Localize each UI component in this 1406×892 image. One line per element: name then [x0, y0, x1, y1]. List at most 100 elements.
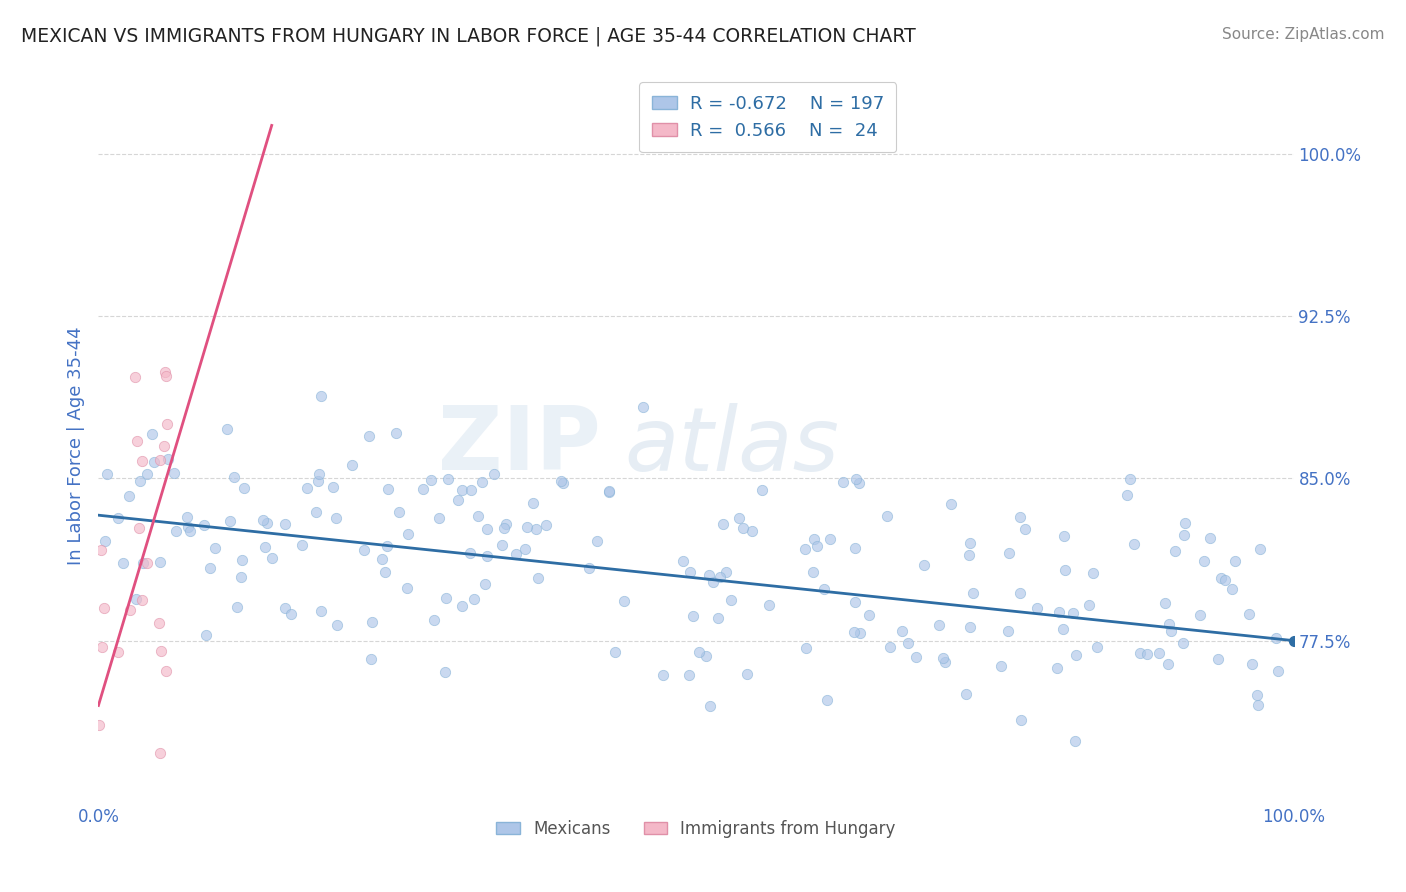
Point: [371, 552, 394, 566]
Point: [90, 543, 112, 558]
Point: [433, 665, 456, 680]
Point: [325, 511, 347, 525]
Point: [848, 476, 870, 491]
Point: [135, 556, 157, 570]
Point: [156, 417, 179, 432]
Point: [534, 517, 557, 532]
Point: [388, 505, 411, 519]
Point: [492, 521, 515, 535]
Point: [527, 571, 550, 585]
Point: [458, 546, 481, 560]
Point: [651, 668, 673, 682]
Point: [1213, 573, 1236, 587]
Point: [231, 552, 253, 566]
Point: [1171, 636, 1194, 650]
Point: [1192, 554, 1215, 568]
Point: [451, 483, 474, 497]
Point: [260, 551, 283, 566]
Point: [359, 429, 381, 443]
Point: [682, 608, 704, 623]
Point: [233, 481, 256, 495]
Point: [714, 565, 737, 579]
Point: [1163, 544, 1185, 558]
Point: [1122, 536, 1144, 550]
Point: [997, 624, 1019, 638]
Point: [141, 426, 163, 441]
Point: [796, 640, 818, 655]
Point: [252, 513, 274, 527]
Point: [598, 485, 620, 500]
Point: [699, 698, 721, 713]
Point: [131, 454, 153, 468]
Point: [1267, 665, 1289, 679]
Point: [613, 594, 636, 608]
Point: [934, 655, 956, 669]
Point: [1047, 606, 1070, 620]
Point: [155, 369, 177, 384]
Point: [550, 475, 572, 489]
Point: [735, 667, 758, 681]
Y-axis label: In Labor Force | Age 35-44: In Labor Force | Age 35-44: [66, 326, 84, 566]
Point: [136, 467, 159, 481]
Text: atlas: atlas: [624, 403, 839, 489]
Point: [818, 532, 841, 546]
Point: [149, 555, 172, 569]
Point: [679, 565, 702, 579]
Point: [702, 574, 724, 589]
Point: [124, 845, 146, 859]
Point: [149, 746, 172, 760]
Text: ZIP: ZIP: [437, 402, 600, 490]
Point: [326, 618, 349, 632]
Point: [219, 514, 242, 528]
Point: [291, 538, 314, 552]
Point: [149, 643, 172, 657]
Point: [876, 508, 898, 523]
Point: [844, 595, 866, 609]
Point: [231, 570, 253, 584]
Point: [516, 520, 538, 534]
Point: [1010, 714, 1032, 728]
Point: [709, 570, 731, 584]
Point: [890, 624, 912, 639]
Point: [491, 538, 513, 552]
Point: [118, 489, 141, 503]
Point: [311, 604, 333, 618]
Point: [165, 524, 187, 538]
Point: [1053, 529, 1076, 543]
Point: [844, 541, 866, 555]
Point: [396, 526, 419, 541]
Point: [1064, 734, 1087, 748]
Point: [107, 645, 129, 659]
Point: [1062, 606, 1084, 620]
Point: [482, 467, 505, 482]
Point: [1211, 571, 1233, 585]
Point: [1189, 608, 1212, 623]
Point: [128, 475, 150, 489]
Point: [155, 664, 177, 678]
Point: [274, 517, 297, 532]
Point: [1085, 640, 1108, 654]
Point: [741, 524, 763, 538]
Point: [467, 508, 489, 523]
Point: [815, 693, 838, 707]
Point: [793, 541, 815, 556]
Point: [280, 607, 302, 621]
Point: [727, 511, 749, 525]
Point: [322, 480, 344, 494]
Point: [1198, 532, 1220, 546]
Point: [939, 497, 962, 511]
Point: [395, 581, 418, 595]
Point: [928, 618, 950, 632]
Point: [842, 624, 865, 639]
Point: [955, 687, 977, 701]
Point: [1136, 647, 1159, 661]
Point: [524, 522, 547, 536]
Point: [128, 521, 150, 535]
Point: [204, 541, 226, 556]
Point: [990, 659, 1012, 673]
Point: [217, 422, 239, 436]
Point: [1119, 472, 1142, 486]
Point: [758, 598, 780, 612]
Point: [1053, 562, 1076, 576]
Point: [96, 467, 118, 482]
